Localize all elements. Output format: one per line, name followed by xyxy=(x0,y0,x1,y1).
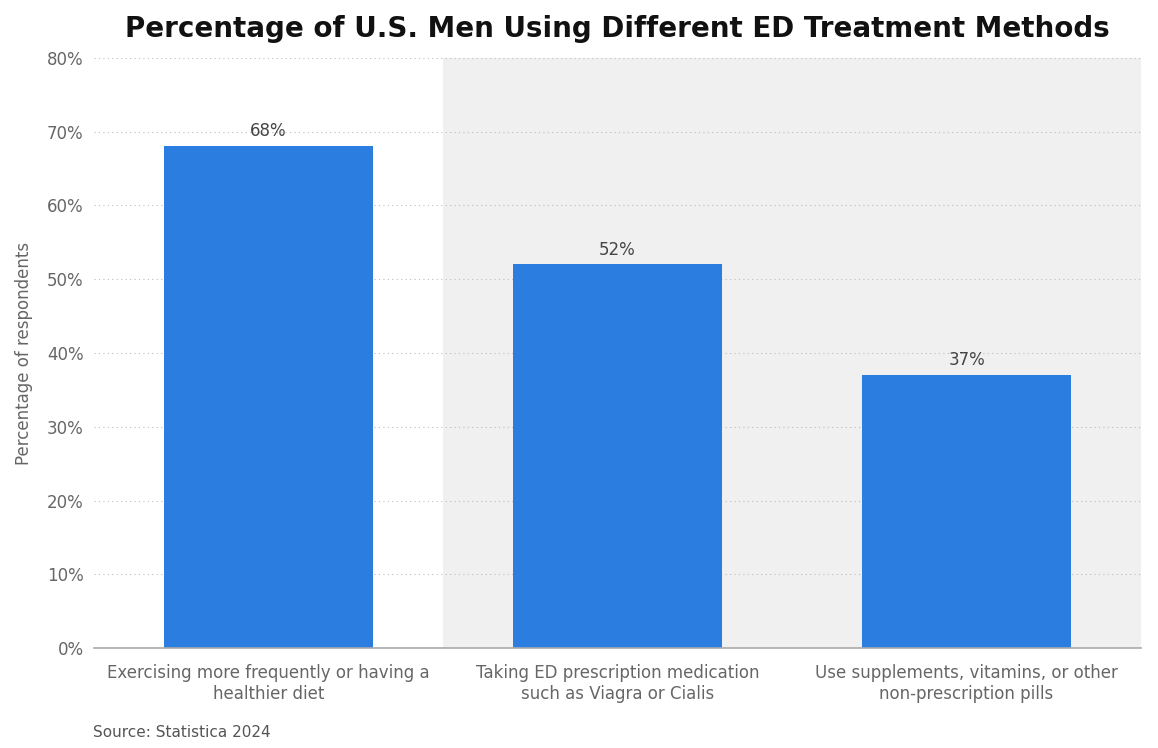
Bar xyxy=(94,58,444,649)
Bar xyxy=(513,265,723,649)
Y-axis label: Percentage of respondents: Percentage of respondents xyxy=(15,242,32,465)
Bar xyxy=(862,375,1071,649)
Text: 68%: 68% xyxy=(250,123,287,141)
Text: 37%: 37% xyxy=(948,352,985,370)
Bar xyxy=(792,58,1141,649)
Bar xyxy=(164,147,373,649)
Title: Percentage of U.S. Men Using Different ED Treatment Methods: Percentage of U.S. Men Using Different E… xyxy=(125,15,1111,43)
Text: Source: Statistica 2024: Source: Statistica 2024 xyxy=(93,725,270,740)
Bar xyxy=(444,58,792,649)
Text: 52%: 52% xyxy=(599,241,636,259)
